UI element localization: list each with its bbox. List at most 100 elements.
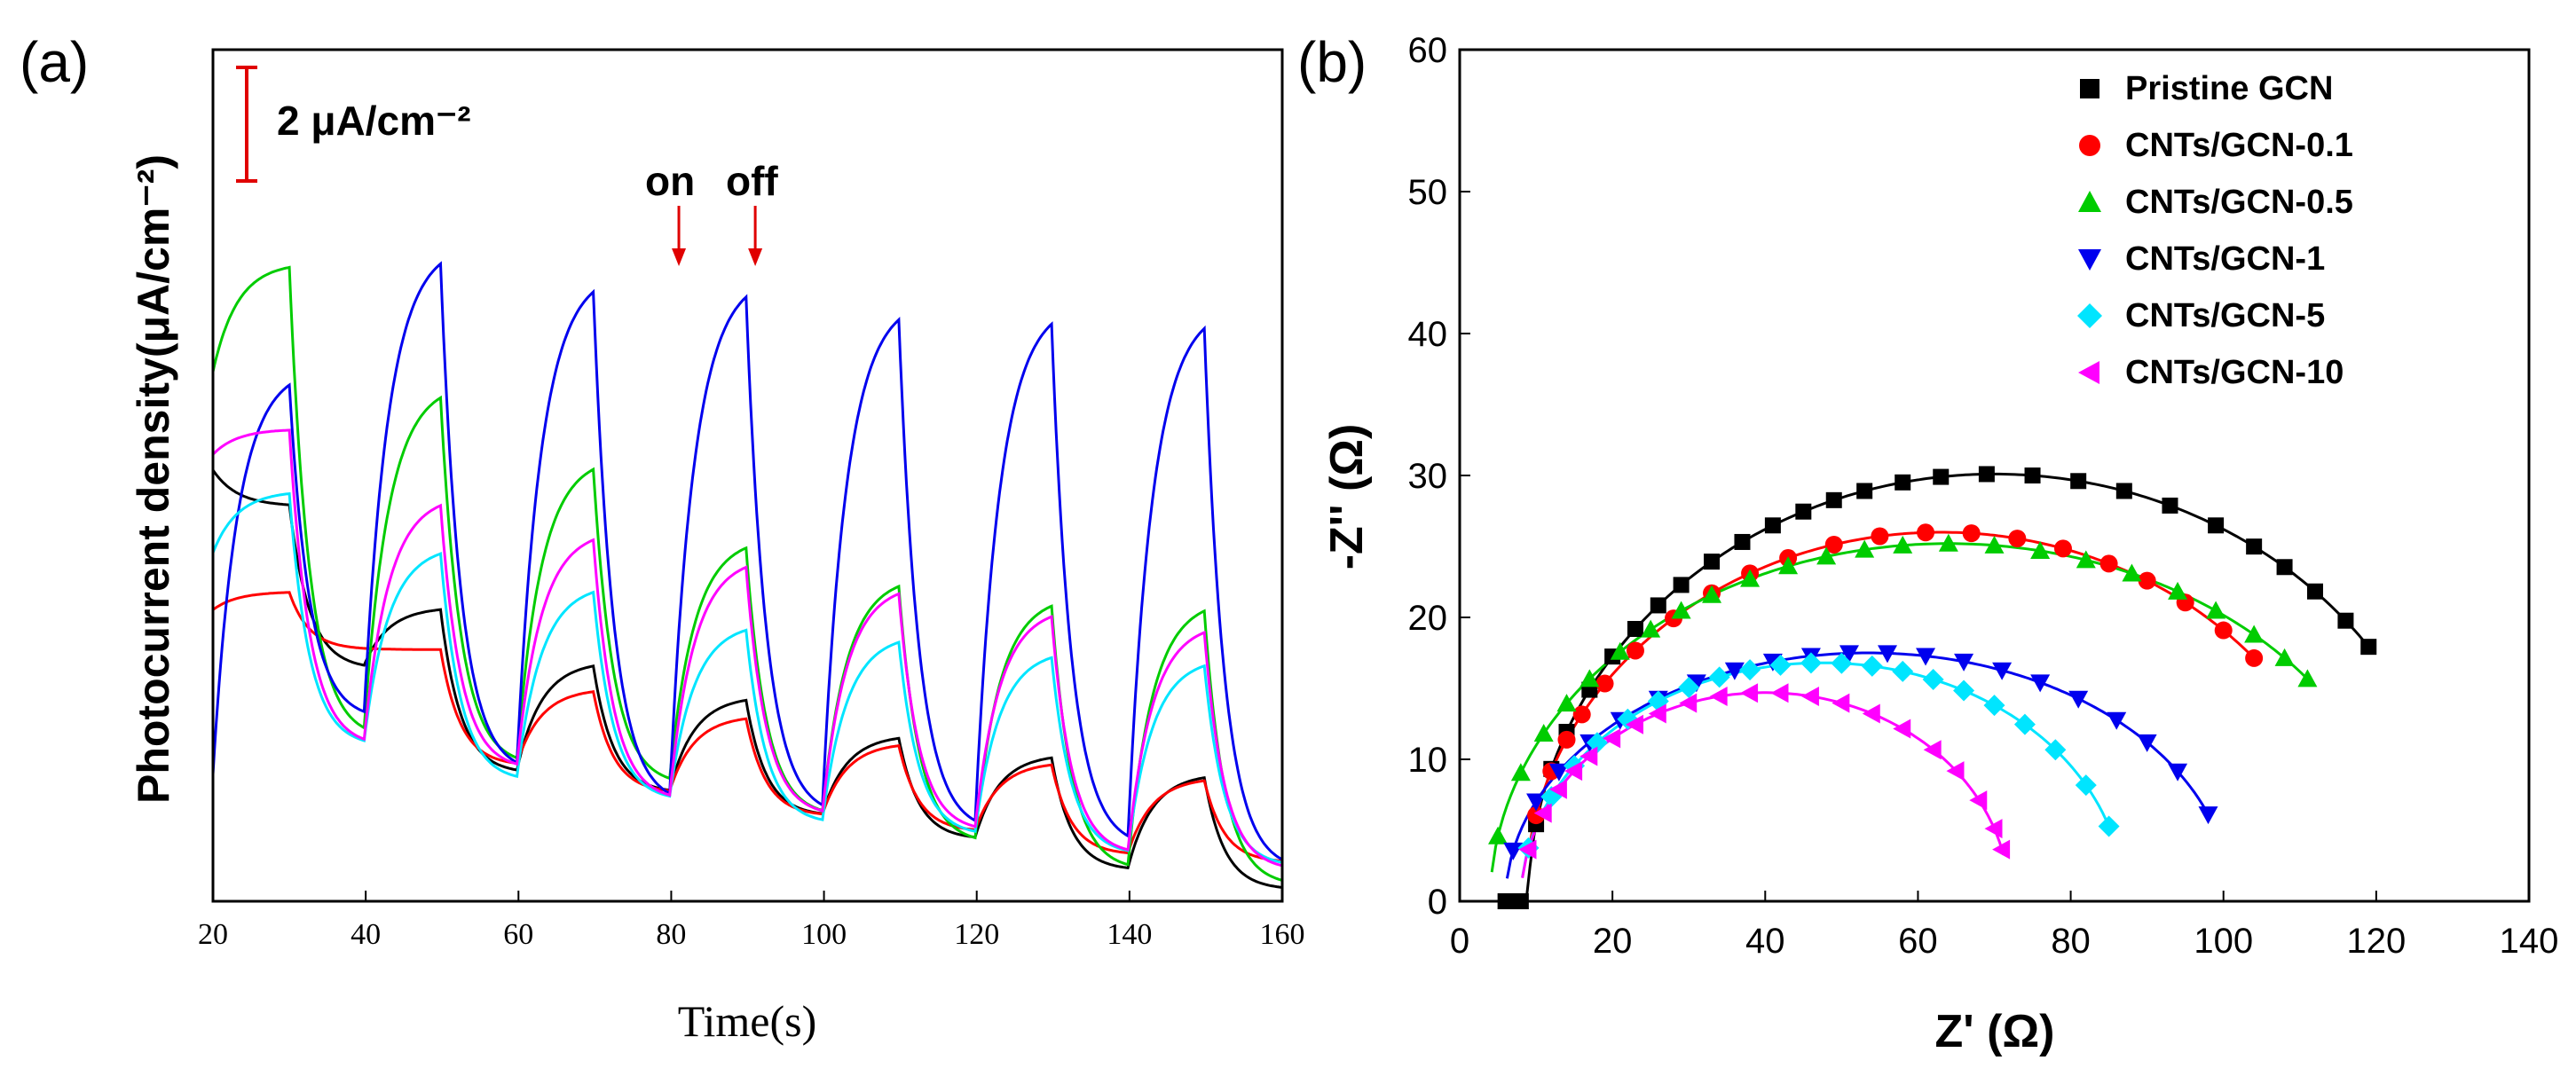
panel-b-x-axis-label: Z' (Ω) — [1935, 1006, 2055, 1057]
panel-b-x-tick-label: 20 — [1593, 922, 1633, 961]
panel-b-data-point — [1503, 842, 1524, 860]
panel-b-y-axis-label: -Z'' (Ω) — [1321, 424, 1373, 570]
annotation-off: off — [726, 158, 778, 204]
legend-marker — [2077, 303, 2102, 328]
panel-b-data-point — [1579, 669, 1600, 687]
panel-b-data-point — [2206, 601, 2226, 619]
panel-b-data-point — [1893, 535, 1913, 554]
panel-b-x-tick-label: 140 — [2500, 922, 2559, 961]
panel-b-data-point — [1969, 790, 1988, 811]
panel-a-x-tick-label: 60 — [503, 918, 533, 951]
panel-b-data-point — [1625, 714, 1643, 734]
panel-b-data-point — [2075, 774, 2097, 797]
panel-a-x-tick-label: 20 — [198, 918, 228, 951]
panel-b-data-point — [2122, 563, 2142, 582]
panel-b-data-point — [1923, 740, 1942, 760]
panel-a-transient-photocurrent: (a) 20 40 60 80 100 120 140 160 2 μA/cm⁻² on of… — [20, 30, 1305, 1046]
panel-b-x-tick-label: 80 — [2051, 922, 2091, 961]
panel-b-data-point — [1992, 839, 2011, 860]
panel-b-data-point — [1641, 619, 1661, 638]
panel-b-data-point — [2208, 517, 2225, 534]
panel-b-data-point — [1595, 674, 1614, 693]
panel-b-y-tick-label: 50 — [1408, 173, 1448, 212]
panel-b-data-point — [1579, 746, 1598, 766]
panel-b-data-point — [2107, 711, 2127, 730]
panel-b-data-point — [2068, 690, 2089, 709]
panel-b-y-ticks: 0 10 20 30 40 50 60 — [1408, 31, 1470, 922]
panel-b-data-point — [1978, 466, 1995, 483]
panel-b-data-point — [2214, 621, 2233, 640]
panel-b-y-tick-label: 0 — [1428, 883, 1447, 922]
panel-b-data-point — [2297, 669, 2318, 687]
panel-a-y-axis-label: Photocurrent density(μA/cm⁻²) — [129, 154, 178, 804]
panel-b-data-point — [1954, 653, 1974, 672]
panel-b-y-tick-label: 60 — [1408, 31, 1448, 70]
panel-a-series-group — [211, 261, 1283, 889]
panel-a-series-line — [212, 591, 1283, 862]
panel-b-data-point — [1770, 683, 1789, 703]
panel-b-data-point — [1610, 641, 1630, 660]
legend-label: CNTs/GCN-1 — [2125, 240, 2325, 278]
panel-b-data-point — [2307, 583, 2323, 600]
on-off-arrows — [672, 206, 763, 266]
panel-b-data-point — [1526, 793, 1547, 812]
panel-a-x-tick-label: 100 — [801, 918, 847, 951]
panel-b-data-point — [1548, 779, 1567, 799]
legend-label: CNTs/GCN-0.5 — [2125, 184, 2353, 221]
panel-b-data-point — [1800, 652, 1822, 674]
panel-a-x-axis-label: Time(s) — [678, 996, 817, 1046]
annotation-arrow-head — [672, 248, 687, 266]
panel-b-data-point — [1586, 732, 1608, 754]
legend-marker — [2080, 79, 2099, 98]
panel-b-data-point — [2198, 806, 2218, 825]
panel-b-data-point — [1724, 662, 1745, 680]
panel-b-data-point — [1740, 569, 1761, 587]
panel-b-data-point — [2276, 559, 2293, 576]
annotation-arrow-head — [748, 248, 763, 266]
panel-b-data-point — [1983, 695, 2005, 717]
panel-a-series-line — [211, 265, 1283, 882]
panel-b-data-point — [1678, 677, 1700, 699]
panel-a-x-tick-label: 40 — [351, 918, 381, 951]
panel-a-x-tick-label: 80 — [656, 918, 686, 951]
panel-b-data-point — [2099, 554, 2118, 573]
panel-b-data-point — [2246, 538, 2263, 555]
panel-a-series-line — [211, 469, 1283, 889]
panel-b-data-point — [1702, 585, 1722, 603]
panel-b-data-point — [1556, 694, 1577, 712]
panel-b-data-point — [2115, 483, 2132, 499]
legend-marker — [2078, 249, 2101, 271]
panel-b-data-point — [2013, 713, 2036, 735]
panel-b-data-point — [1650, 597, 1666, 614]
panel-b-data-point — [1739, 659, 1761, 681]
panel-b-x-tick-label: 40 — [1745, 922, 1785, 961]
panel-b-data-point — [2098, 815, 2120, 837]
panel-b-data-point — [1871, 527, 1889, 546]
panel-b-data-point — [2337, 612, 2354, 629]
panel-b-data-point — [1878, 645, 1897, 664]
legend-marker — [2078, 361, 2099, 384]
panel-b-data-point — [1734, 533, 1751, 550]
panel-b-data-point — [2244, 624, 2265, 643]
panel-b-data-point — [1778, 556, 1799, 575]
panel-b-data-point — [1557, 730, 1576, 749]
panel-b-data-point — [1861, 655, 1883, 677]
panel-b-data-point — [1992, 662, 2013, 680]
panel-b-data-point — [2360, 639, 2377, 656]
legend-label: CNTs/GCN-5 — [2125, 297, 2325, 334]
panel-b-data-point — [1832, 693, 1850, 713]
panel-b-data-point — [1893, 719, 1911, 739]
panel-a-series-line — [211, 428, 1283, 868]
scale-bar: 2 μA/cm⁻² — [236, 66, 471, 183]
panel-b-x-ticks: 0 20 40 60 80 100 120 140 — [1450, 891, 2559, 961]
panel-b-data-point — [1533, 724, 1554, 742]
on-off-annotations: on off — [645, 158, 778, 266]
scale-bar-label: 2 μA/cm⁻² — [277, 98, 471, 144]
panel-b-data-point — [1673, 577, 1690, 593]
panel-b-data-point — [2008, 530, 2027, 548]
panel-b-data-point — [1933, 468, 1950, 485]
panel-a-x-ticks: 20 40 60 80 100 120 140 160 — [198, 891, 1305, 951]
panel-b-data-point — [2138, 571, 2156, 590]
panel-a-x-tick-label: 120 — [954, 918, 999, 951]
panel-a-series-line — [211, 261, 1283, 861]
